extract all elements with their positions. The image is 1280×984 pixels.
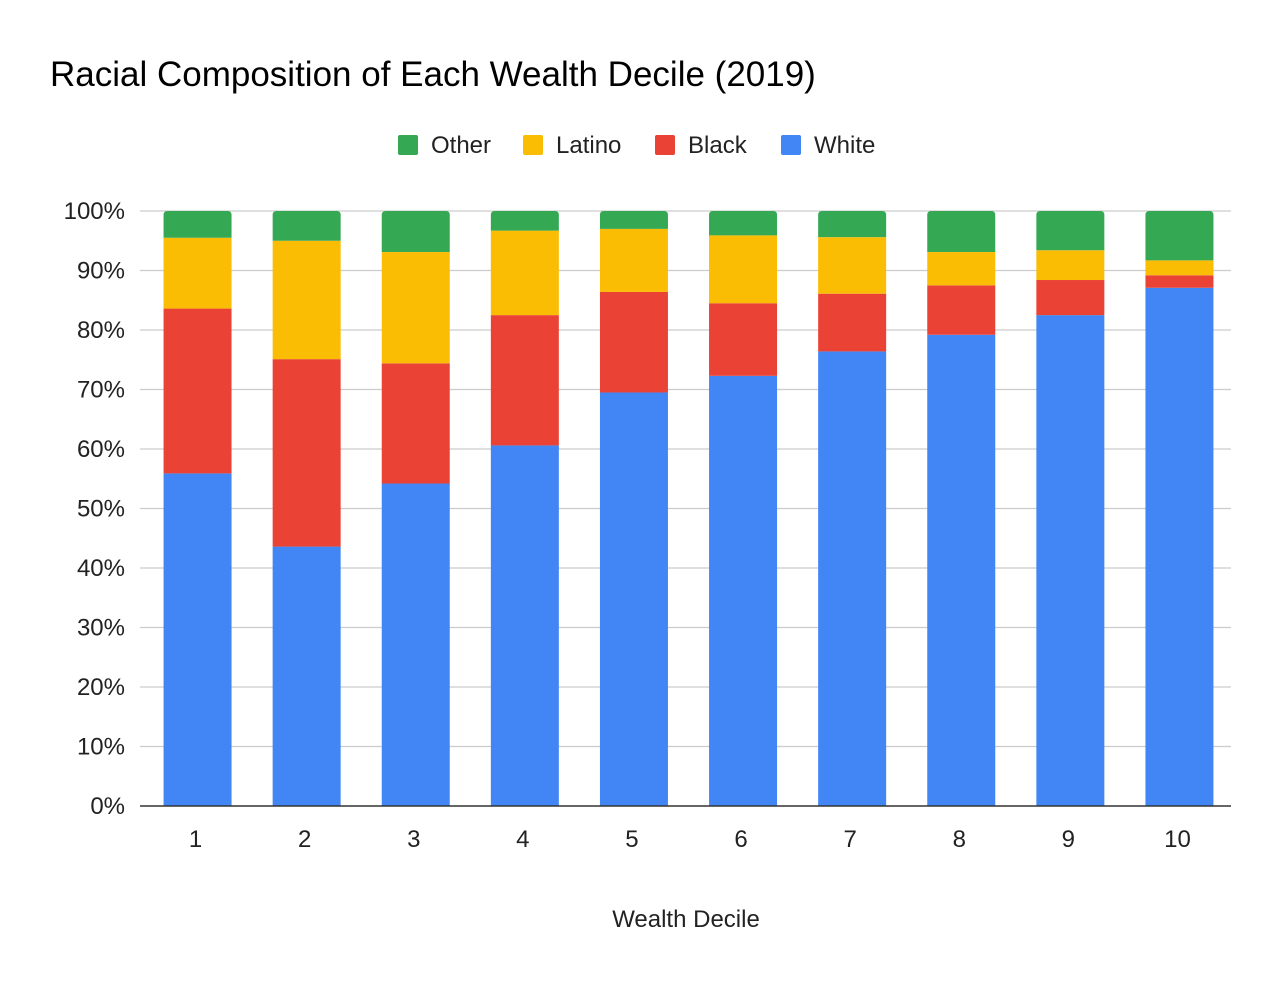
bar-segment-latino xyxy=(599,228,668,292)
legend: Other Latino Black White xyxy=(398,132,875,159)
bar-segment-white xyxy=(1036,315,1105,806)
bar-segment-other xyxy=(818,211,887,238)
bar-stack-6 xyxy=(709,211,778,806)
bar-segment-other xyxy=(272,211,341,241)
bar-segment-latino xyxy=(709,235,778,304)
bar-segment-black xyxy=(927,285,996,335)
legend-label: White xyxy=(814,132,875,159)
bar-segment-latino xyxy=(490,230,559,316)
bar-segment-black xyxy=(381,363,450,484)
y-tick-label: 10% xyxy=(77,734,125,761)
bar-segment-other xyxy=(927,211,996,253)
bar-segment-white xyxy=(818,351,887,806)
x-tick-label: 3 xyxy=(407,826,420,853)
y-tick-label: 70% xyxy=(77,377,125,404)
bar-segment-black xyxy=(490,315,559,446)
bar-segment-white xyxy=(927,334,996,806)
x-tick-label: 8 xyxy=(953,826,966,853)
x-tick-label: 5 xyxy=(625,826,638,853)
bar-stack-2 xyxy=(272,211,341,806)
legend-item-latino[interactable]: Latino xyxy=(523,132,621,159)
bar-segment-other xyxy=(1036,211,1105,251)
legend-item-white[interactable]: White xyxy=(781,132,875,159)
y-tick-label: 90% xyxy=(77,258,125,285)
bar-segment-black xyxy=(709,303,778,376)
bar-stack-1 xyxy=(163,211,232,806)
y-tick-label: 100% xyxy=(64,198,125,225)
legend-swatch xyxy=(655,135,675,155)
x-tick-label: 2 xyxy=(298,826,311,853)
legend-item-other[interactable]: Other xyxy=(398,132,491,159)
bar-segment-black xyxy=(163,308,232,474)
legend-swatch xyxy=(781,135,801,155)
bar-stack-3 xyxy=(381,211,450,806)
bar-segment-white xyxy=(599,392,668,806)
bar-segment-other xyxy=(1145,211,1214,261)
bar-segment-latino xyxy=(818,237,887,294)
legend-swatch xyxy=(523,135,543,155)
bar-segment-latino xyxy=(1036,250,1105,281)
x-axis-ticks: 1 2 3 4 5 6 7 8 9 10 xyxy=(189,826,1191,853)
bar-segment-white xyxy=(1145,287,1214,806)
bar-segment-white xyxy=(381,483,450,806)
x-tick-label: 9 xyxy=(1062,826,1075,853)
x-tick-label: 10 xyxy=(1164,826,1191,853)
bar-segment-black xyxy=(818,293,887,352)
y-tick-label: 60% xyxy=(77,436,125,463)
bar-segment-other xyxy=(163,211,232,238)
bar-segment-other xyxy=(381,211,450,253)
bar-stack-7 xyxy=(818,211,887,806)
legend-label: Black xyxy=(688,132,748,159)
bar-stack-8 xyxy=(927,211,996,806)
bar-segment-latino xyxy=(1145,260,1214,276)
y-axis-ticks: 0% 10% 20% 30% 40% 50% 60% 70% 80% 90% 100% xyxy=(64,198,125,820)
legend-item-black[interactable]: Black xyxy=(655,132,748,159)
bar-segment-other xyxy=(599,211,668,229)
bar-stack-4 xyxy=(490,211,559,806)
bar-segment-latino xyxy=(272,240,341,360)
legend-label: Other xyxy=(431,132,491,159)
x-axis-title: Wealth Decile xyxy=(612,906,760,933)
bar-segment-other xyxy=(709,211,778,236)
y-tick-label: 40% xyxy=(77,555,125,582)
bars xyxy=(163,211,1214,806)
bar-stack-10 xyxy=(1145,211,1214,806)
bar-segment-black xyxy=(599,291,668,393)
legend-label: Latino xyxy=(556,132,621,159)
bar-segment-latino xyxy=(927,252,996,286)
y-tick-label: 20% xyxy=(77,674,125,701)
bar-segment-black xyxy=(272,359,341,547)
bar-stack-5 xyxy=(599,211,668,806)
chart-title: Racial Composition of Each Wealth Decile… xyxy=(50,55,816,94)
bar-segment-black xyxy=(1036,280,1105,316)
bar-segment-white xyxy=(490,445,559,806)
legend-swatch xyxy=(398,135,418,155)
x-tick-label: 7 xyxy=(843,826,856,853)
bar-segment-latino xyxy=(163,237,232,309)
bar-segment-other xyxy=(490,211,559,231)
x-tick-label: 1 xyxy=(189,826,202,853)
bar-segment-latino xyxy=(381,252,450,364)
y-tick-label: 50% xyxy=(77,496,125,523)
bar-segment-black xyxy=(1145,275,1214,288)
bar-segment-white xyxy=(709,375,778,806)
y-tick-label: 80% xyxy=(77,317,125,344)
bar-segment-white xyxy=(272,546,341,806)
x-tick-label: 6 xyxy=(734,826,747,853)
y-tick-label: 0% xyxy=(90,793,125,820)
bar-stack-9 xyxy=(1036,211,1105,806)
x-tick-label: 4 xyxy=(516,826,529,853)
bar-segment-white xyxy=(163,473,232,806)
y-tick-label: 30% xyxy=(77,615,125,642)
